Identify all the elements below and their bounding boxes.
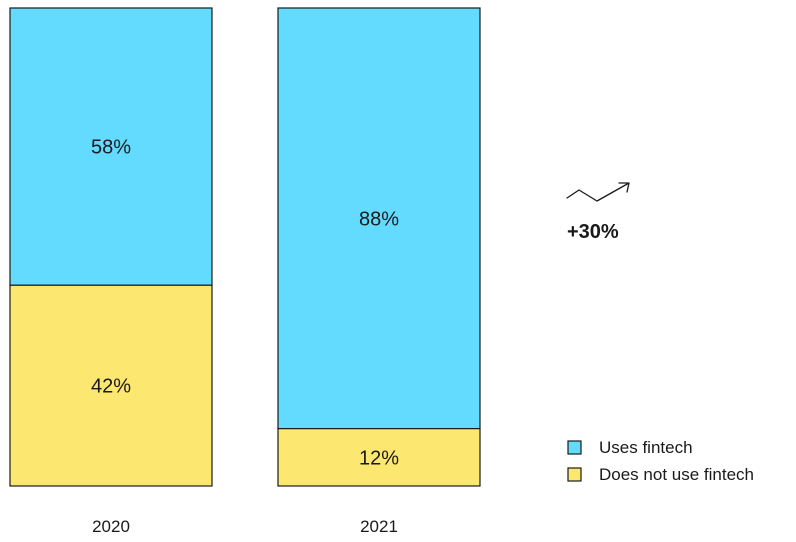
change-label: +30%: [567, 221, 619, 243]
data-label-2020-does-not-use-fintech: 42%: [91, 376, 131, 398]
category-axis: 2020 2021: [92, 517, 398, 536]
category-label-2020: 2020: [92, 517, 130, 536]
legend-swatch-uses-fintech: [567, 440, 582, 455]
data-label-2020-uses-fintech: 58%: [91, 137, 131, 159]
change-annotation: +30%: [566, 182, 630, 243]
legend: Uses fintech Does not use fintech: [567, 438, 754, 484]
legend-label-uses-fintech: Uses fintech: [599, 438, 693, 457]
bar-2021-does-not-use-fintech: [277, 428, 481, 487]
data-label-2021-does-not-use-fintech: 12%: [359, 447, 399, 469]
legend-label-does-not-use-fintech: Does not use fintech: [599, 465, 754, 484]
bar-2020-does-not-use-fintech: [9, 284, 213, 487]
trend-up-arrow-icon: [566, 182, 630, 202]
data-label-2021-uses-fintech: 88%: [359, 208, 399, 230]
category-label-2021: 2021: [360, 517, 398, 536]
bars-group: 58% 42% 88% 12%: [9, 7, 481, 487]
bar-2021-uses-fintech: [277, 7, 481, 430]
bar-2020-uses-fintech: [9, 7, 213, 286]
legend-swatch-does-not-use-fintech: [567, 467, 582, 482]
